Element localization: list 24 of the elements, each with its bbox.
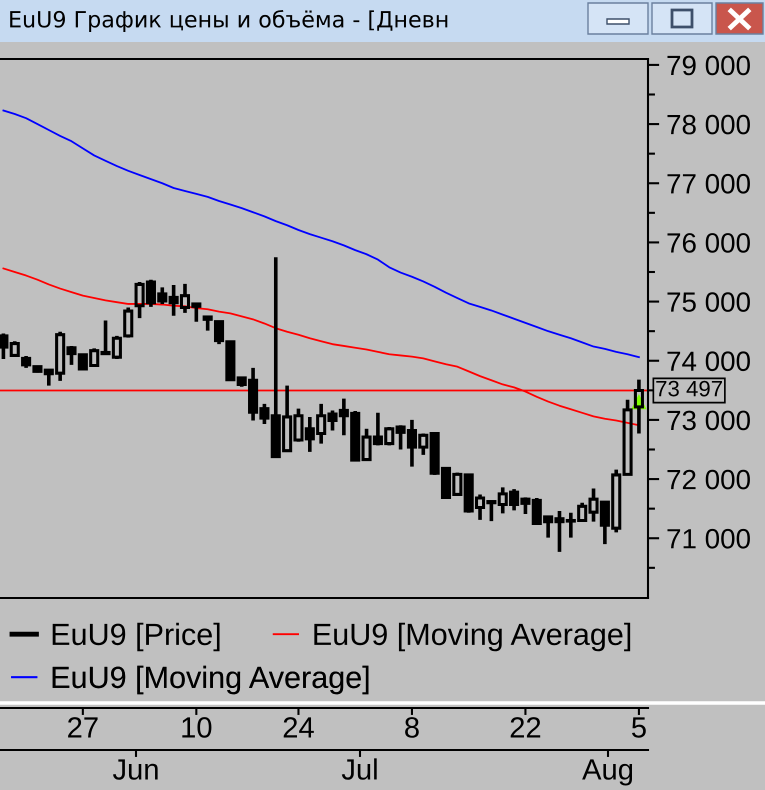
- y-tick-label: 74 000: [667, 351, 750, 372]
- y-tick-label: 79 000: [667, 56, 750, 76]
- x-tick-label: 27: [68, 717, 98, 738]
- line-series: [2, 110, 640, 358]
- x-tick-label: 24: [284, 717, 314, 738]
- y-tick-label: 77 000: [667, 174, 750, 194]
- legend-label: EuU9 [Moving Average]: [314, 622, 630, 652]
- x2-tick-label: Jul: [342, 758, 377, 780]
- y-tick-label: 76 000: [667, 233, 750, 253]
- y-tick-label: 71 000: [667, 528, 750, 549]
- x-tick-label: 10: [182, 717, 212, 738]
- x-tick-label: 8: [405, 717, 419, 738]
- x2-tick-label: Aug: [582, 759, 632, 786]
- y-tick-label: 75 000: [667, 292, 750, 312]
- x-tick-label: 22: [510, 717, 540, 738]
- y-tick-label: 73 000: [667, 410, 750, 430]
- legend-label: EuU9 [Moving Average]: [52, 666, 368, 694]
- legend-label: EuU9 [Price]: [52, 622, 220, 652]
- y-tick-label: 72 000: [667, 470, 750, 490]
- x-tick-label: 5: [632, 717, 646, 738]
- x2-tick-label: Jun: [112, 759, 158, 780]
- ref-line-label: 73 497: [656, 380, 722, 396]
- y-tick-label: 78 000: [667, 114, 750, 134]
- chart-title: EuU9 График цены и объёма - [Дневн: [10, 10, 448, 32]
